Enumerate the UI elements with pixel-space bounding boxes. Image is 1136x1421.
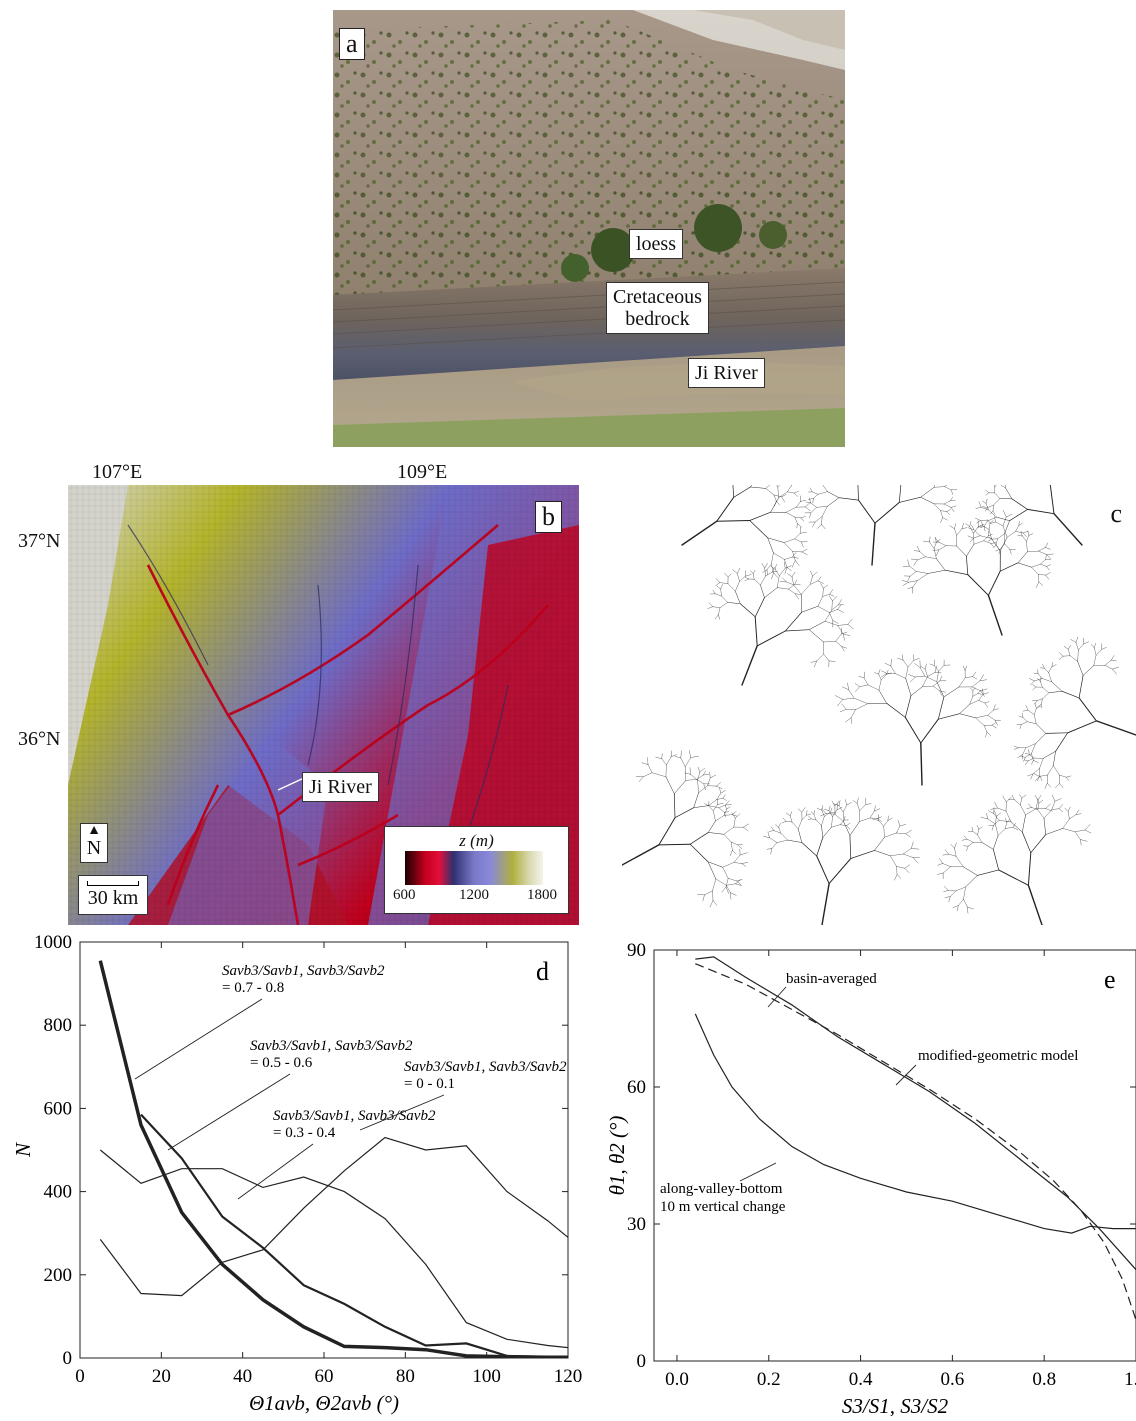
x-axis-label: S3/S1, S3/S2 — [842, 1394, 949, 1416]
y-axis-label: N — [11, 1142, 35, 1158]
chart-e: 0.0 0.2 0.4 0.6 0.8 1.0 0 30 60 90 e S3/S1, S3/S2 θ1… — [590, 925, 1136, 1416]
x-tick-label: 120 — [554, 1366, 583, 1387]
lat-label-36: 36°N — [18, 728, 60, 751]
series-line-3 — [100, 1138, 588, 1296]
x-tick-label: 0.4 — [849, 1369, 873, 1390]
legend-colorbar — [405, 851, 543, 885]
series-label-range: = 0.5 - 0.6 — [250, 1055, 313, 1071]
series-label-range: = 0 - 0.1 — [404, 1076, 455, 1092]
y-axis-label: θ1, θ2 (°) — [605, 1116, 629, 1196]
bedrock-label-line2: bedrock — [613, 308, 702, 330]
series-label-line2: 10 m vertical change — [660, 1199, 786, 1215]
panel-letter-a: a — [339, 28, 365, 60]
lon-label-109: 109°E — [397, 461, 447, 484]
ji-river-map-label: Ji River — [302, 772, 379, 802]
photo-panel: a loess Cretaceous bedrock Ji River — [333, 10, 845, 447]
y-tick-label: 0 — [63, 1348, 73, 1369]
x-axis-label: Θ1avb, Θ2avb (°) — [249, 1391, 399, 1415]
legend-tick-1200: 1200 — [459, 887, 489, 904]
bedrock-label: Cretaceous bedrock — [606, 282, 709, 334]
lat-label-37: 37°N — [18, 530, 60, 553]
network-panel: c — [622, 485, 1136, 925]
y-tick-label: 400 — [44, 1182, 73, 1203]
x-tick-label: 20 — [152, 1366, 171, 1387]
drainage-network — [622, 485, 1136, 925]
series-label-range: = 0.3 - 0.4 — [273, 1125, 336, 1141]
series-label: Savb3/Savb1, Savb3/Savb2 — [222, 963, 385, 979]
x-tick-label: 80 — [396, 1366, 415, 1387]
chart-d: 0 20 40 60 80 100 120 0 200 400 600 800 1000 d Θ1avb, … — [0, 925, 600, 1416]
x-tick-label: 0.6 — [941, 1369, 965, 1390]
x-tick-label: 0.8 — [1032, 1369, 1056, 1390]
series-label: Savb3/Savb1, Savb3/Savb2 — [250, 1038, 413, 1054]
series-label: basin-averaged — [786, 971, 877, 987]
x-tick-label: 40 — [233, 1366, 252, 1387]
panel-letter-b: b — [535, 501, 562, 533]
y-tick-label: 60 — [627, 1077, 646, 1098]
bedrock-label-line1: Cretaceous — [613, 286, 702, 308]
y-tick-label: 90 — [627, 940, 646, 961]
loess-label: loess — [629, 229, 683, 259]
series-label: Savb3/Savb1, Savb3/Savb2 — [404, 1059, 567, 1075]
series-leader-line — [238, 1144, 313, 1199]
series-line-1 — [141, 1115, 588, 1358]
north-label: N — [81, 838, 107, 858]
series-leader-line — [768, 987, 786, 1007]
chart-d-panel: 0 20 40 60 80 100 120 0 200 400 600 800 1000 d Θ1avb, … — [0, 925, 600, 1416]
x-tick-label: 60 — [315, 1366, 334, 1387]
network-channels — [622, 485, 1136, 925]
x-tick-label: 0.0 — [665, 1369, 689, 1390]
elevation-legend: z (m) 600 1200 1800 — [384, 826, 569, 914]
ji-river-photo-label: Ji River — [688, 358, 765, 388]
y-tick-label: 0 — [637, 1351, 647, 1372]
y-tick-label: 600 — [44, 1098, 73, 1119]
series-label: Savb3/Savb1, Savb3/Savb2 — [273, 1108, 436, 1124]
x-tick-label: 0.2 — [757, 1369, 781, 1390]
legend-title: z (m) — [385, 831, 568, 851]
scale-label: 30 km — [88, 887, 139, 909]
series-line-1 — [695, 964, 1136, 1320]
north-arrow-icon: ▲ — [81, 824, 107, 838]
series-leader-line — [740, 1163, 776, 1181]
lon-label-107: 107°E — [92, 461, 142, 484]
x-tick-label: 0 — [75, 1366, 85, 1387]
panel-letter-c: c — [1106, 499, 1126, 529]
legend-tick-600: 600 — [393, 887, 416, 904]
series-line-0 — [695, 957, 1136, 1270]
series-line-0 — [100, 961, 588, 1357]
chart-e-panel: 0.0 0.2 0.4 0.6 0.8 1.0 0 30 60 90 e S3/S1, S3/S2 θ1… — [590, 925, 1136, 1416]
series-label: modified-geometric model — [918, 1048, 1078, 1064]
y-tick-label: 1000 — [34, 932, 72, 953]
series-leader-line — [135, 999, 262, 1079]
y-tick-label: 800 — [44, 1015, 73, 1036]
map-axis-labels: 107°E 109°E — [0, 455, 600, 485]
x-tick-label: 100 — [472, 1366, 501, 1387]
field-photograph — [333, 10, 845, 447]
x-tick-label: 1.0 — [1124, 1369, 1136, 1390]
plot-frame — [654, 950, 1136, 1361]
panel-letter: d — [536, 957, 549, 986]
north-arrow: ▲ N — [80, 823, 108, 863]
series-label: along-valley-bottom — [660, 1181, 783, 1197]
y-tick-label: 30 — [627, 1214, 646, 1235]
series-line-2 — [100, 1150, 588, 1350]
panel-letter: e — [1104, 965, 1116, 994]
dem-map-panel: b Ji River ▲ N 30 km z (m) 600 1200 1800 — [68, 485, 579, 925]
series-label-range: = 0.7 - 0.8 — [222, 980, 284, 996]
legend-tick-1800: 1800 — [527, 887, 557, 904]
scale-bar: 30 km — [78, 875, 148, 915]
series-leader-line — [168, 1074, 290, 1150]
scale-bar-line — [87, 881, 139, 886]
y-tick-label: 200 — [44, 1265, 73, 1286]
